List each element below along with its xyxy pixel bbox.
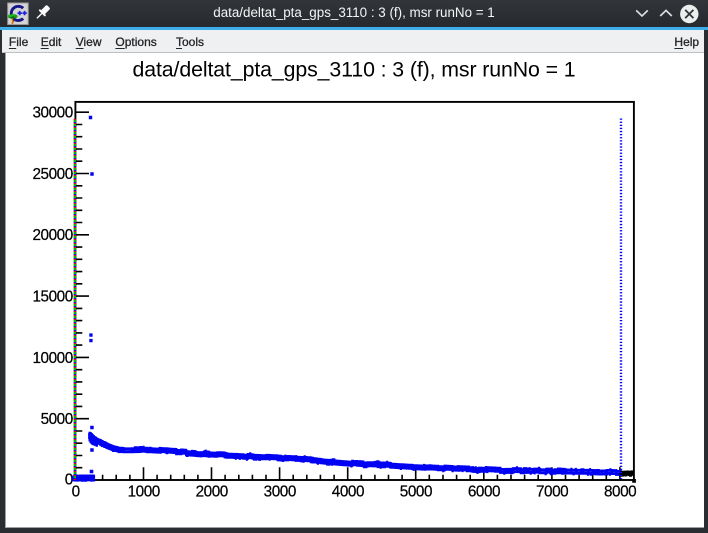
svg-text:data/deltat_pta_gps_3110 : 3 (: data/deltat_pta_gps_3110 : 3 (f), msr ru… — [132, 58, 575, 82]
svg-text:15000: 15000 — [32, 289, 72, 306]
svg-text:25000: 25000 — [32, 166, 72, 183]
svg-text:8000: 8000 — [603, 483, 635, 500]
svg-text:5000: 5000 — [40, 411, 72, 428]
svg-text:20000: 20000 — [32, 227, 72, 244]
svg-text:1000: 1000 — [127, 483, 159, 500]
svg-text:2000: 2000 — [195, 483, 227, 500]
svg-text:5000: 5000 — [399, 483, 431, 500]
svg-text:30000: 30000 — [32, 105, 72, 122]
svg-text:0: 0 — [64, 471, 72, 488]
svg-text:4000: 4000 — [331, 483, 363, 500]
svg-text:3000: 3000 — [263, 483, 295, 500]
svg-text:10000: 10000 — [32, 350, 72, 367]
svg-text:7000: 7000 — [535, 483, 567, 500]
svg-text:6000: 6000 — [467, 483, 499, 500]
svg-text:0: 0 — [71, 483, 79, 500]
